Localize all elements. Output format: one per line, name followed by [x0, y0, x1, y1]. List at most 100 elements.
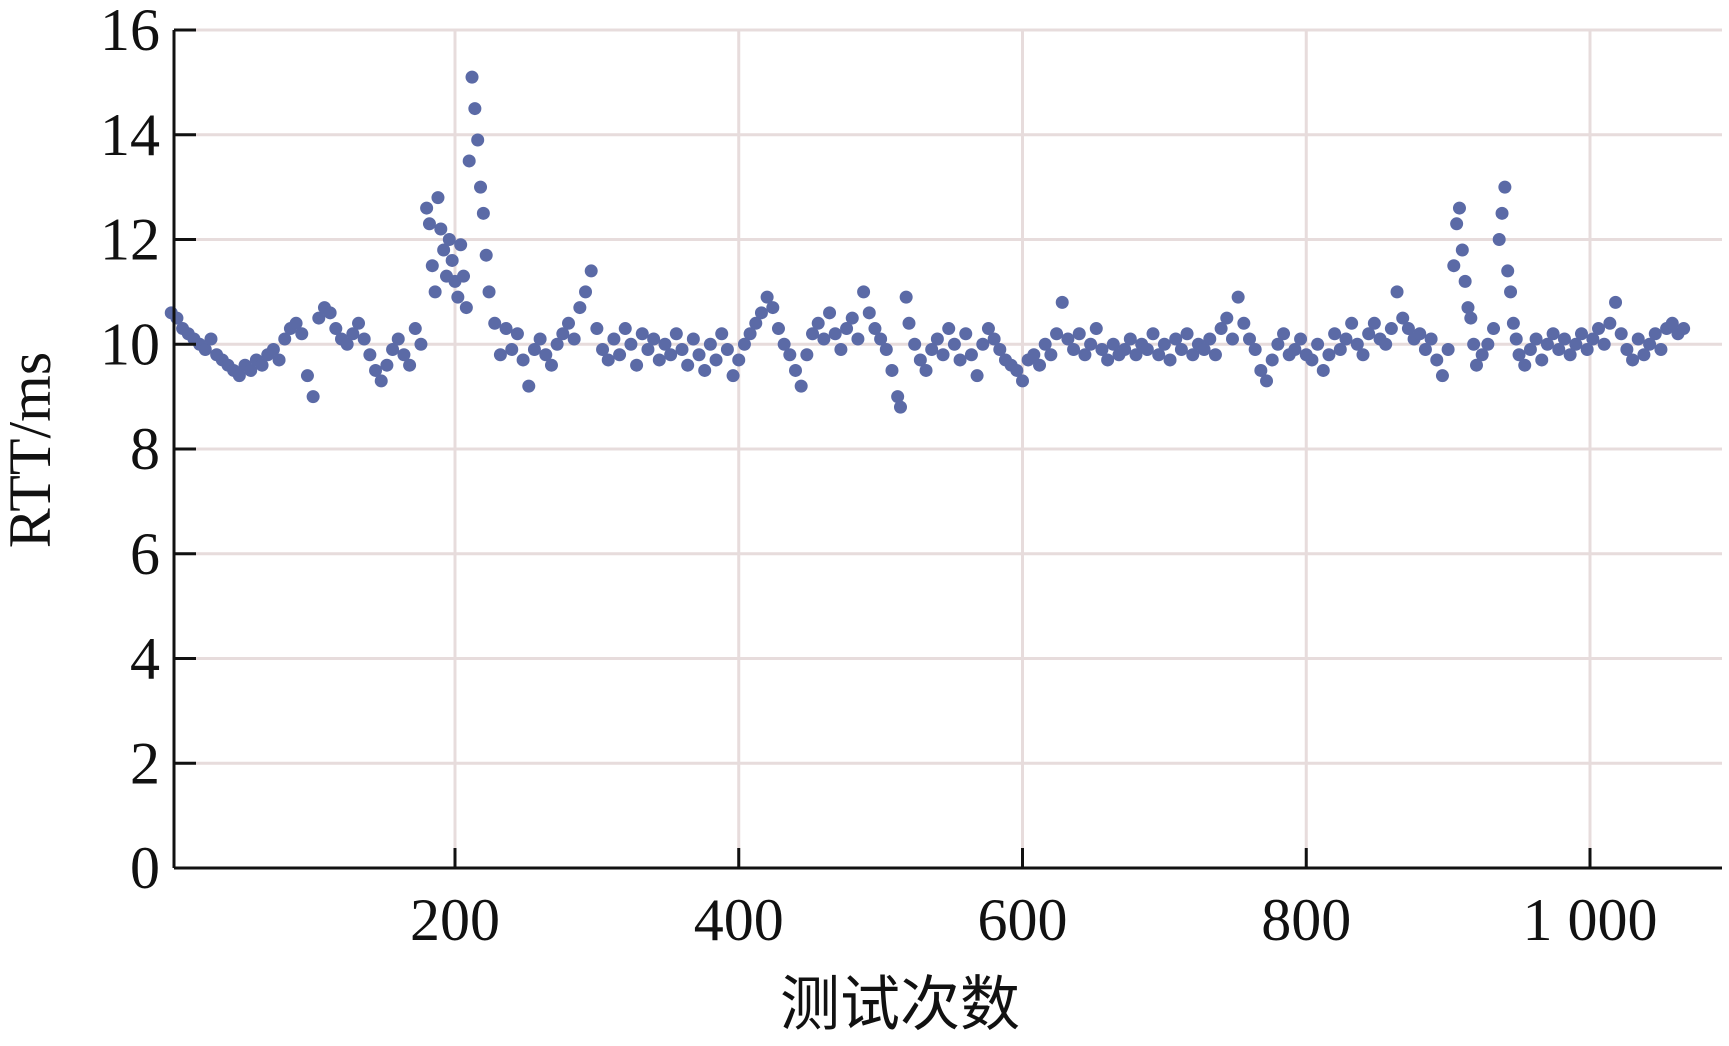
data-point [851, 332, 865, 346]
data-point [947, 337, 961, 351]
data-point [1055, 295, 1069, 309]
data-point [289, 316, 303, 330]
data-point [1487, 322, 1501, 336]
data-point [397, 348, 411, 362]
data-point [806, 327, 820, 341]
data-point [1470, 358, 1483, 372]
data-point [1345, 316, 1359, 330]
data-point [749, 316, 763, 330]
data-point [522, 379, 536, 393]
data-point [346, 327, 360, 341]
data-point [300, 369, 314, 383]
data-point [323, 306, 337, 320]
data-point [970, 369, 984, 383]
data-point [1305, 353, 1319, 367]
data-point [369, 363, 383, 377]
data-point [1231, 290, 1245, 304]
data-point [1225, 332, 1239, 346]
data-point [266, 342, 280, 356]
data-point [1254, 363, 1268, 377]
data-point [374, 374, 388, 388]
data-point [760, 290, 774, 304]
data-point [408, 322, 422, 336]
data-point [1384, 322, 1398, 336]
data-point [1277, 327, 1291, 341]
data-point [556, 327, 570, 341]
data-point [987, 332, 1001, 346]
data-point [1509, 332, 1523, 346]
data-point [255, 358, 269, 372]
data-point [1603, 316, 1617, 330]
data-point [1586, 332, 1600, 346]
data-point [1078, 348, 1092, 362]
data-point [1288, 342, 1302, 356]
data-point [925, 342, 939, 356]
data-point [1435, 369, 1449, 383]
data-point [1620, 342, 1634, 356]
data-point [1072, 327, 1086, 341]
data-point [652, 353, 666, 367]
data-point [471, 133, 485, 147]
data-point [312, 311, 326, 325]
data-point [505, 342, 519, 356]
data-point [1518, 358, 1532, 372]
x-tick-label: 1 000 [1523, 887, 1658, 953]
data-point [1220, 311, 1234, 325]
data-point [482, 285, 496, 299]
scatter-points [164, 70, 1691, 414]
data-point [891, 390, 905, 404]
data-point [1367, 316, 1381, 330]
data-point [953, 353, 967, 367]
data-point [567, 332, 581, 346]
data-point [306, 390, 320, 404]
data-point [828, 327, 842, 341]
data-point [1095, 342, 1109, 356]
data-point [913, 353, 927, 367]
data-point [1157, 337, 1171, 351]
data-point [1067, 342, 1081, 356]
data-point [488, 316, 502, 330]
data-point [601, 353, 615, 367]
data-point [573, 301, 587, 315]
data-point [1129, 348, 1143, 362]
data-point [1401, 322, 1415, 336]
data-point [468, 102, 482, 116]
data-point [1186, 348, 1200, 362]
data-point [434, 222, 448, 236]
data-point [1152, 348, 1166, 362]
data-point [1243, 332, 1256, 346]
data-point [1118, 342, 1132, 356]
data-point [403, 358, 417, 372]
y-tick-label: 6 [130, 521, 160, 587]
data-point [1654, 342, 1668, 356]
data-point [726, 369, 740, 383]
data-point [794, 379, 808, 393]
data-point [976, 337, 990, 351]
y-tick-label: 4 [130, 626, 160, 692]
data-point [1609, 295, 1623, 309]
data-point [789, 363, 802, 377]
x-tick-label: 400 [694, 887, 784, 953]
data-point [278, 332, 292, 346]
data-point [1339, 332, 1353, 346]
data-point [550, 337, 564, 351]
data-point [1396, 311, 1410, 325]
data-point [641, 342, 655, 356]
data-point [198, 342, 212, 356]
y-tick-label: 14 [100, 102, 160, 168]
data-point [1174, 342, 1188, 356]
data-point [1084, 337, 1098, 351]
data-point [1552, 342, 1566, 356]
data-point [720, 342, 734, 356]
data-point [800, 348, 814, 362]
data-point [675, 342, 689, 356]
data-point [930, 332, 944, 346]
data-point [1089, 322, 1103, 336]
data-point [1163, 353, 1177, 367]
data-point [442, 233, 456, 246]
data-point [584, 264, 598, 278]
data-point [1050, 327, 1064, 341]
data-point [493, 348, 507, 362]
data-point [1413, 327, 1427, 341]
data-point [1569, 337, 1583, 351]
